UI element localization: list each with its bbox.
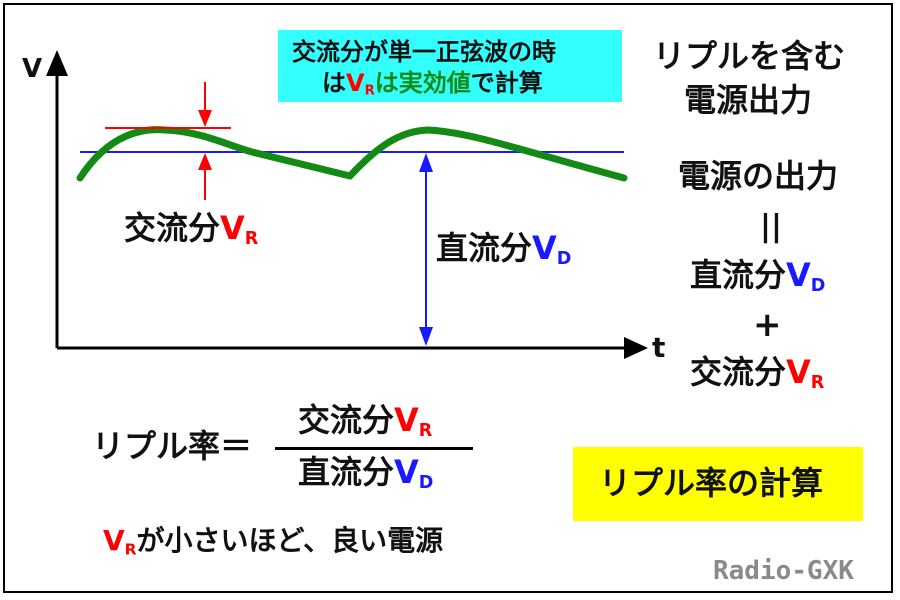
formula-denominator: 直流分VD xyxy=(298,453,434,493)
dc-equation-term: 直流分VD xyxy=(690,256,826,296)
dc-arrowhead-top xyxy=(419,153,433,172)
x-axis-arrowhead xyxy=(624,337,648,359)
rms-note-line2: はVRは実効値で計算 xyxy=(322,69,543,99)
ripple-title-line2: 電源出力 xyxy=(684,81,813,119)
rms-note-box: 交流分が単一正弦波の時 はVRは実効値で計算 xyxy=(278,30,622,102)
ac-arrowhead-up xyxy=(198,153,212,170)
y-axis-arrowhead xyxy=(46,50,68,76)
power-output-label: 電源の出力 xyxy=(678,157,839,195)
y-axis-label: V xyxy=(22,54,43,84)
ac-arrowhead-down xyxy=(198,110,212,127)
ripple-title-line1: リプルを含む xyxy=(653,37,846,75)
dc-arrowhead-bottom xyxy=(419,327,433,346)
ripple-calc-badge-label: リプル率の計算 xyxy=(599,464,824,502)
formula-numerator: 交流分VR xyxy=(298,401,433,441)
ripple-factor-lhs: リプル率＝ xyxy=(92,427,253,465)
dc-component-label: 直流分VD xyxy=(436,229,572,269)
ac-component-label: 交流分VR xyxy=(124,209,259,249)
good-supply-note: VRが小さいほど、良い電源 xyxy=(103,524,444,559)
brand-watermark: Radio-GXK xyxy=(713,556,854,586)
ripple-calc-badge: リプル率の計算 xyxy=(573,447,863,521)
ac-equation-term: 交流分VR xyxy=(690,353,825,393)
equals-sign: || xyxy=(760,209,782,244)
fraction-bar xyxy=(275,447,473,450)
rms-note-line1: 交流分が単一正弦波の時 xyxy=(292,38,556,66)
ripple-waveform xyxy=(76,126,628,182)
x-axis-label: t xyxy=(652,331,666,364)
plus-sign: + xyxy=(753,305,782,345)
